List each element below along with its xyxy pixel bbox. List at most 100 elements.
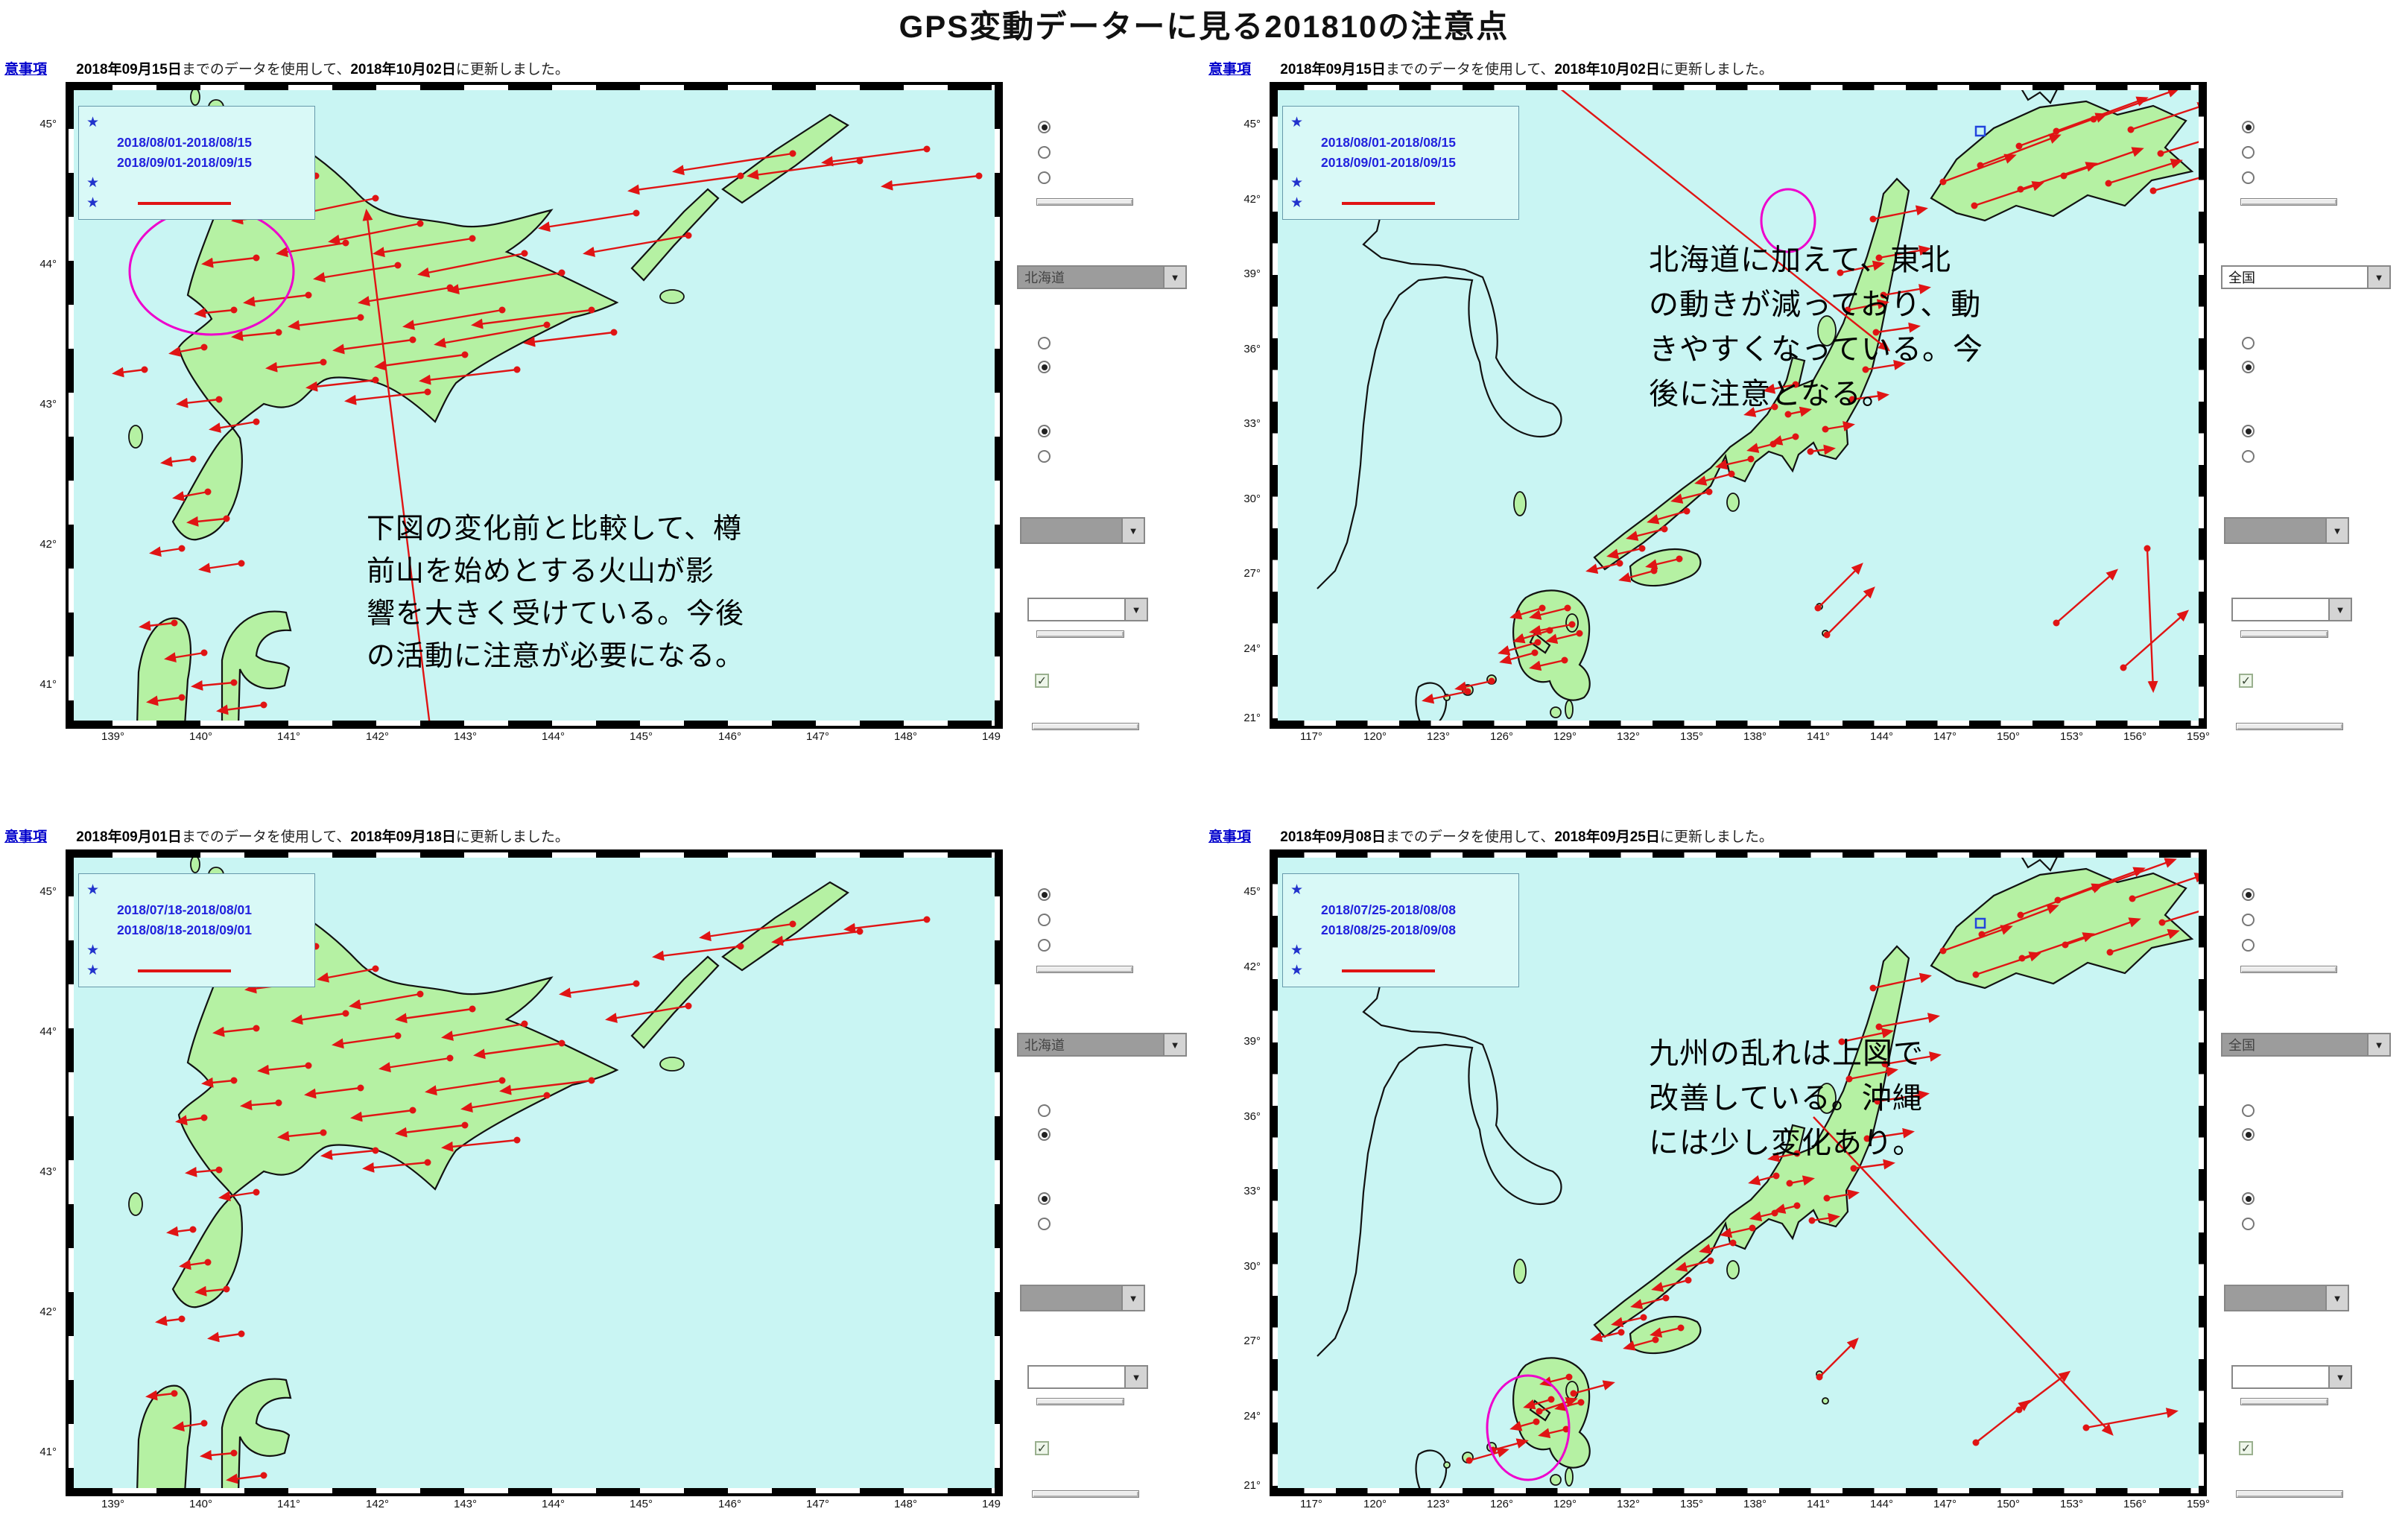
radio-icon[interactable] <box>2242 425 2255 437</box>
radio-icon[interactable] <box>1038 146 1051 159</box>
radio-row-one-year[interactable] <box>2242 1104 2263 1117</box>
radio-icon[interactable] <box>1038 1128 1051 1141</box>
radio-row-baseline-graph[interactable] <box>1038 171 1059 184</box>
radio-row-coordinate-graph[interactable] <box>1038 914 1059 926</box>
radio-row-vector-map[interactable] <box>2242 888 2263 901</box>
radio-icon[interactable] <box>2242 939 2255 952</box>
help-button[interactable] <box>2240 966 2337 973</box>
radio-row-vector-map[interactable] <box>1038 121 1059 133</box>
chevron-down-icon[interactable]: ▼ <box>1124 599 1147 620</box>
notice-link[interactable]: 意事項 <box>1208 62 1252 77</box>
download-button[interactable] <box>1032 723 1139 730</box>
map-area[interactable]: ★ 2018/08/01-2018/08/15 2018/09/01-2018/… <box>1273 85 2204 726</box>
reflect-checkbox-row[interactable]: ✓ <box>1035 1441 1056 1455</box>
radio-icon[interactable] <box>1038 450 1051 463</box>
radio-icon[interactable] <box>1038 1218 1051 1230</box>
region-select[interactable]: 北海道 ▼ <box>1017 265 1187 289</box>
radio-row-horizontal[interactable] <box>2242 425 2263 437</box>
fixed-station-select[interactable]: ▼ <box>1027 1365 1148 1389</box>
radio-icon[interactable] <box>2242 1104 2255 1117</box>
chevron-down-icon[interactable]: ▼ <box>1121 519 1144 542</box>
chevron-down-icon[interactable]: ▼ <box>1121 1286 1144 1310</box>
radio-row-one-year[interactable] <box>1038 1104 1059 1117</box>
radio-row-vector-map[interactable] <box>2242 121 2263 133</box>
radio-icon[interactable] <box>1038 361 1051 373</box>
radio-row-coordinate-graph[interactable] <box>2242 146 2263 159</box>
help-button[interactable] <box>2240 198 2337 206</box>
radio-row-baseline-graph[interactable] <box>2242 171 2263 184</box>
region-select[interactable]: 北海道 ▼ <box>1017 1033 1187 1057</box>
radio-icon[interactable] <box>1038 888 1051 901</box>
radio-icon[interactable] <box>1038 337 1051 349</box>
radio-row-baseline-graph[interactable] <box>2242 939 2263 952</box>
radio-icon[interactable] <box>2242 888 2255 901</box>
change-button[interactable] <box>2240 630 2328 638</box>
radio-icon[interactable] <box>1038 425 1051 437</box>
chevron-down-icon[interactable]: ▼ <box>2367 267 2389 288</box>
chevron-down-icon[interactable]: ▼ <box>2328 1367 2351 1387</box>
map-area[interactable]: ★ 2018/07/18-2018/08/01 2018/08/18-2018/… <box>69 852 1000 1493</box>
radio-icon[interactable] <box>2242 337 2255 349</box>
help-button[interactable] <box>1036 966 1133 973</box>
radio-icon[interactable] <box>2242 450 2255 463</box>
checkbox-icon[interactable]: ✓ <box>1035 1441 1049 1455</box>
radio-row-one-month[interactable] <box>2242 1128 2263 1141</box>
fixed-station-select[interactable]: ▼ <box>1027 598 1148 621</box>
notice-link[interactable]: 意事項 <box>1208 829 1252 845</box>
chevron-down-icon[interactable]: ▼ <box>1124 1367 1147 1387</box>
chevron-down-icon[interactable]: ▼ <box>2325 519 2348 542</box>
change-button[interactable] <box>2240 1398 2328 1405</box>
map-area[interactable]: ★ 2018/07/25-2018/08/08 2018/08/25-2018/… <box>1273 852 2204 1493</box>
vector-scale-select[interactable]: ▼ <box>1020 1285 1145 1311</box>
radio-icon[interactable] <box>2242 1128 2255 1141</box>
vector-scale-select[interactable]: ▼ <box>2224 1285 2349 1311</box>
chevron-down-icon[interactable]: ▼ <box>2367 1034 2389 1055</box>
vector-scale-select[interactable]: ▼ <box>1020 517 1145 544</box>
radio-row-one-year[interactable] <box>2242 337 2263 349</box>
download-button[interactable] <box>2236 723 2343 730</box>
radio-row-coordinate-graph[interactable] <box>2242 914 2263 926</box>
radio-icon[interactable] <box>2242 171 2255 184</box>
radio-row-one-year[interactable] <box>1038 337 1059 349</box>
radio-icon[interactable] <box>2242 361 2255 373</box>
reflect-checkbox-row[interactable]: ✓ <box>1035 674 1056 688</box>
radio-row-vertical[interactable] <box>1038 1218 1059 1230</box>
region-select[interactable]: 全国 ▼ <box>2221 1033 2391 1057</box>
radio-row-one-month[interactable] <box>2242 361 2263 373</box>
radio-icon[interactable] <box>2242 914 2255 926</box>
region-select[interactable]: 全国 ▼ <box>2221 265 2391 289</box>
radio-row-one-month[interactable] <box>1038 361 1059 373</box>
notice-link[interactable]: 意事項 <box>4 62 48 77</box>
radio-icon[interactable] <box>2242 121 2255 133</box>
radio-icon[interactable] <box>1038 1192 1051 1205</box>
radio-icon[interactable] <box>2242 146 2255 159</box>
radio-row-one-month[interactable] <box>1038 1128 1059 1141</box>
radio-icon[interactable] <box>1038 1104 1051 1117</box>
reflect-checkbox-row[interactable]: ✓ <box>2239 1441 2260 1455</box>
checkbox-icon[interactable]: ✓ <box>2239 674 2253 688</box>
chevron-down-icon[interactable]: ▼ <box>1163 1034 1185 1055</box>
radio-row-baseline-graph[interactable] <box>1038 939 1059 952</box>
radio-icon[interactable] <box>2242 1192 2255 1205</box>
radio-row-vertical[interactable] <box>2242 1218 2263 1230</box>
notice-link[interactable]: 意事項 <box>4 829 48 845</box>
radio-icon[interactable] <box>1038 171 1051 184</box>
radio-icon[interactable] <box>1038 939 1051 952</box>
chevron-down-icon[interactable]: ▼ <box>1163 267 1185 288</box>
radio-row-horizontal[interactable] <box>1038 425 1059 437</box>
chevron-down-icon[interactable]: ▼ <box>2328 599 2351 620</box>
fixed-station-select[interactable]: ▼ <box>2231 598 2352 621</box>
checkbox-icon[interactable]: ✓ <box>2239 1441 2253 1455</box>
download-button[interactable] <box>1032 1490 1139 1498</box>
change-button[interactable] <box>1036 1398 1124 1405</box>
download-button[interactable] <box>2236 1490 2343 1498</box>
radio-row-vertical[interactable] <box>1038 450 1059 463</box>
radio-icon[interactable] <box>1038 121 1051 133</box>
chevron-down-icon[interactable]: ▼ <box>2325 1286 2348 1310</box>
radio-row-horizontal[interactable] <box>2242 1192 2263 1205</box>
radio-icon[interactable] <box>2242 1218 2255 1230</box>
checkbox-icon[interactable]: ✓ <box>1035 674 1049 688</box>
fixed-station-select[interactable]: ▼ <box>2231 1365 2352 1389</box>
radio-row-coordinate-graph[interactable] <box>1038 146 1059 159</box>
radio-icon[interactable] <box>1038 914 1051 926</box>
